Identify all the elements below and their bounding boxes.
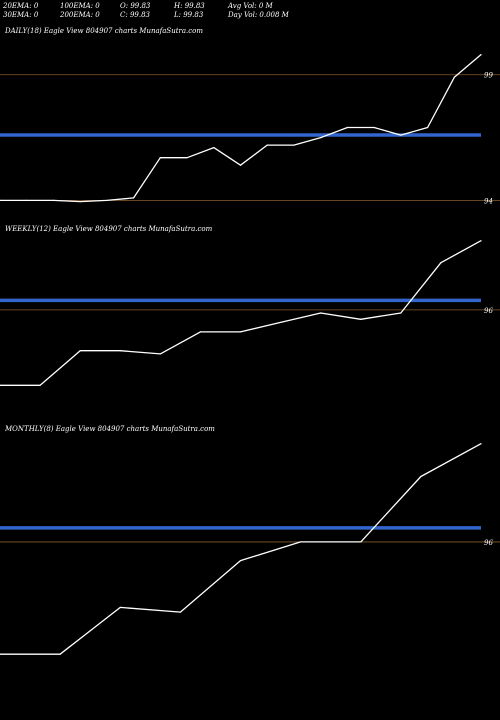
avg-vol-value: Avg Vol: 0 M: [228, 2, 273, 10]
daily-price-point-16: [426, 126, 429, 129]
daily-price-point-8: [213, 147, 215, 149]
weekly-price-point-4: [159, 353, 161, 355]
monthly-price-point-7: [420, 475, 422, 478]
weekly-price-point-11: [440, 262, 442, 264]
stats-header: 20EMA: 0 100EMA: 0 O: 99.83 H: 99.83 Avg…: [3, 2, 497, 20]
daily-price-point-6: [159, 157, 161, 159]
ema20-value: 20EMA: 0: [3, 2, 39, 10]
daily-price-point-11: [293, 144, 295, 146]
monthly-chart: 96: [0, 443, 500, 655]
monthly-price-point-2: [119, 606, 121, 609]
daily-price-point-10: [266, 144, 268, 146]
monthly-price-point-5: [300, 541, 302, 543]
weekly-chart: 96: [0, 240, 500, 386]
daily-price-point-15: [400, 134, 402, 136]
daily-price-point-12: [320, 136, 322, 139]
weekly-level-label-96: 96: [484, 307, 493, 315]
daily-chart-title: DAILY(18) Eagle View 804907 charts Munaf…: [5, 27, 204, 35]
ema200-value: 200EMA: 0: [60, 11, 100, 19]
daily-price-point-1: [26, 199, 28, 201]
daily-chart-panel: DAILY(18) Eagle View 804907 charts Munaf…: [0, 27, 500, 223]
monthly-price-point-4: [239, 560, 242, 562]
daily-level-label-94: 94: [484, 197, 493, 205]
open-value: O: 99.83: [120, 2, 151, 10]
daily-price-point-17: [453, 76, 455, 78]
stats-row-1: 20EMA: 0 100EMA: 0 O: 99.83 H: 99.83 Avg…: [3, 2, 497, 11]
ema100-value: 100EMA: 0: [60, 2, 100, 10]
monthly-level-label-96: 96: [484, 539, 493, 547]
monthly-price-point-3: [179, 611, 181, 613]
weekly-price-point-3: [119, 350, 121, 352]
monthly-price-point-6: [360, 541, 362, 543]
weekly-price-point-10: [400, 312, 402, 314]
weekly-price-point-2: [79, 350, 81, 352]
weekly-price-point-12: [480, 240, 482, 242]
daily-price-line: [0, 54, 482, 203]
day-vol-value: Day Vol: 0.008 M: [228, 11, 289, 19]
daily-price-point-7: [186, 157, 188, 159]
daily-level-label-99: 99: [484, 72, 493, 80]
daily-chart: 99 94: [0, 54, 500, 205]
daily-price-point-0: [0, 199, 1, 201]
daily-price-point-3: [79, 201, 81, 203]
monthly-chart-panel: MONTHLY(8) Eagle View 804907 charts Muna…: [0, 425, 500, 715]
ema30-value: 30EMA: 0: [3, 11, 39, 19]
stats-row-2: 30EMA: 0 200EMA: 0 C: 99.83 L: 99.83 Day…: [3, 11, 497, 20]
daily-price-point-14: [373, 126, 375, 129]
daily-price-point-2: [52, 199, 55, 201]
weekly-price-point-6: [239, 331, 242, 333]
daily-price-point-9: [239, 164, 242, 166]
monthly-price-point-1: [59, 653, 61, 655]
weekly-price-point-0: [0, 384, 1, 386]
weekly-price-point-9: [360, 318, 362, 320]
weekly-price-point-1: [39, 384, 41, 386]
weekly-chart-title: WEEKLY(12) Eagle View 804907 charts Muna…: [5, 225, 213, 233]
low-value: L: 99.83: [174, 11, 204, 19]
weekly-price-point-8: [320, 312, 322, 314]
close-value: C: 99.83: [120, 11, 150, 19]
daily-price-point-4: [106, 199, 108, 201]
weekly-price-point-7: [279, 321, 282, 324]
daily-price-point-13: [346, 126, 348, 129]
daily-price-point-5: [133, 197, 135, 199]
monthly-price-line: [0, 443, 482, 655]
monthly-chart-title: MONTHLY(8) Eagle View 804907 charts Muna…: [5, 425, 215, 433]
weekly-price-line: [0, 240, 482, 386]
monthly-price-point-0: [0, 653, 1, 655]
high-value: H: 99.83: [174, 2, 205, 10]
weekly-chart-panel: WEEKLY(12) Eagle View 804907 charts Muna…: [0, 225, 500, 423]
weekly-price-point-5: [199, 331, 202, 333]
monthly-price-point-8: [480, 443, 482, 445]
daily-price-point-18: [480, 54, 482, 56]
